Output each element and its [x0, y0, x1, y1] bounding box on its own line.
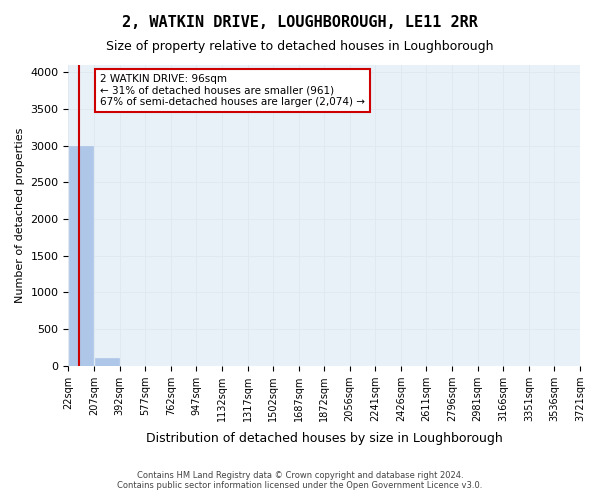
Text: 2, WATKIN DRIVE, LOUGHBOROUGH, LE11 2RR: 2, WATKIN DRIVE, LOUGHBOROUGH, LE11 2RR [122, 15, 478, 30]
Bar [69, 146, 94, 366]
Text: Contains HM Land Registry data © Crown copyright and database right 2024.
Contai: Contains HM Land Registry data © Crown c… [118, 470, 482, 490]
Text: Size of property relative to detached houses in Loughborough: Size of property relative to detached ho… [106, 40, 494, 53]
Y-axis label: Number of detached properties: Number of detached properties [15, 128, 25, 303]
X-axis label: Distribution of detached houses by size in Loughborough: Distribution of detached houses by size … [146, 432, 503, 445]
Text: 2 WATKIN DRIVE: 96sqm
← 31% of detached houses are smaller (961)
67% of semi-det: 2 WATKIN DRIVE: 96sqm ← 31% of detached … [100, 74, 365, 108]
Bar [95, 358, 119, 366]
